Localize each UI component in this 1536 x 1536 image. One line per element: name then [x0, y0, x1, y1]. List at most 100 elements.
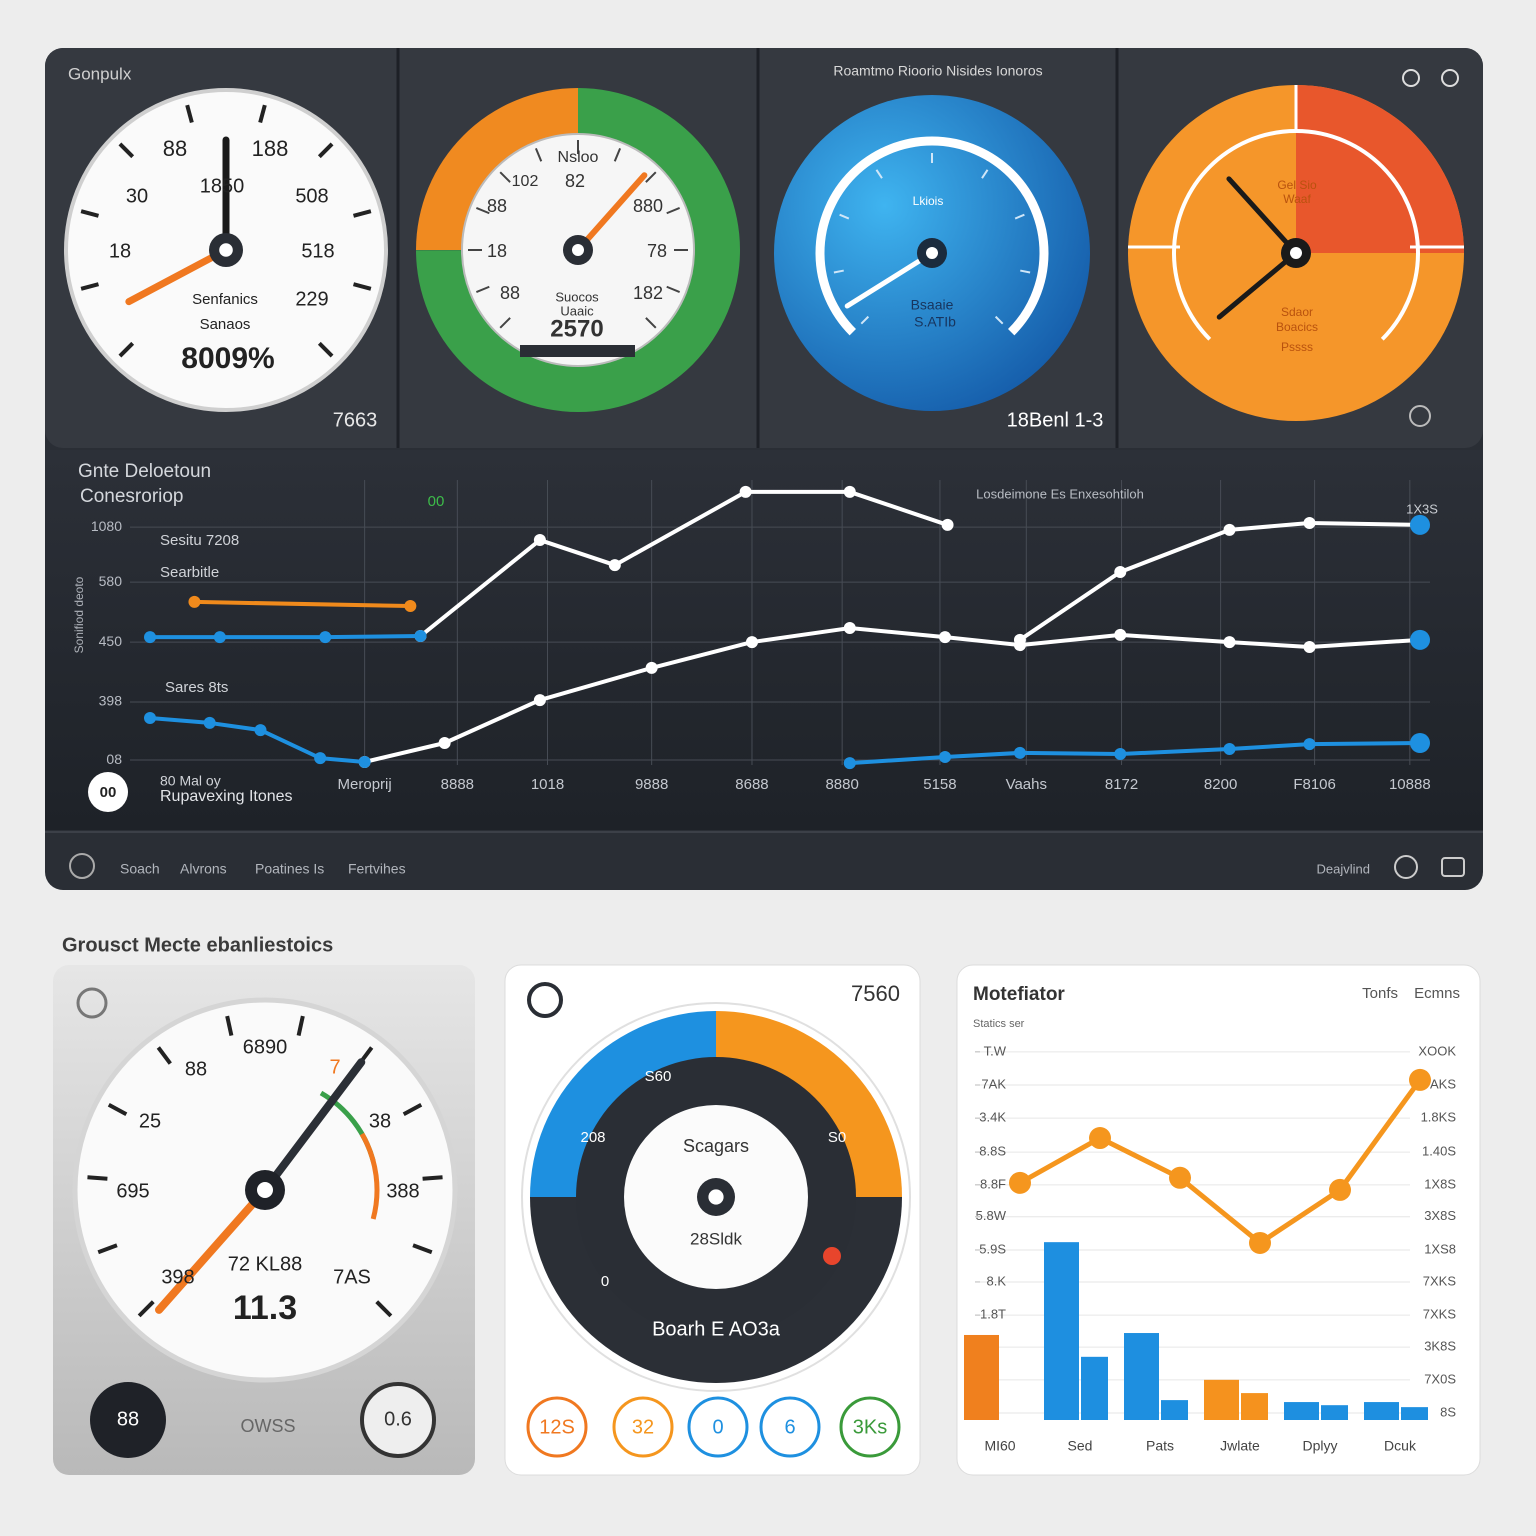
badge-label: 12S	[539, 1416, 575, 1438]
gauge-tick	[137, 1300, 155, 1318]
series-point	[1013, 639, 1026, 652]
badge[interactable]	[612, 1396, 674, 1458]
footer-link[interactable]: Soach	[120, 861, 160, 877]
button-label: 88	[117, 1408, 139, 1430]
bar	[1284, 1402, 1319, 1420]
x-tick-label: Dcuk	[1384, 1438, 1417, 1454]
badge[interactable]	[759, 1396, 821, 1458]
badge-label: 6	[784, 1416, 795, 1438]
gauge-tick	[1014, 213, 1025, 220]
y2-tick-label: 3.4K	[979, 1110, 1006, 1125]
gauge-label: 508	[295, 185, 328, 207]
card-subtitle: Statics ser	[973, 1018, 1025, 1030]
footer-link[interactable]: Poatines Is	[255, 861, 324, 877]
gauge-tick	[156, 1046, 172, 1065]
gauge-tick	[1020, 269, 1031, 274]
series-point	[254, 724, 267, 737]
gauge-tick	[296, 1015, 305, 1037]
gauge-tick	[475, 285, 490, 294]
gauge-label: Lkiois	[913, 194, 944, 208]
donut-label: 28Sldk	[690, 1229, 742, 1248]
gauge-label: 182	[633, 283, 663, 303]
series-point	[1303, 517, 1316, 529]
footer-icon	[1441, 857, 1465, 877]
series-point	[358, 755, 371, 768]
footer-right: Deajvlind	[1317, 861, 1370, 876]
gauge-label: 2570	[550, 315, 603, 342]
gauge-tick	[833, 269, 844, 274]
y-tick-label: XOOK	[1418, 1043, 1456, 1058]
chart-corner-label: 1X3S	[1406, 501, 1438, 516]
card-tab[interactable]: Tonfs	[1362, 985, 1398, 1002]
badge-label: 32	[632, 1416, 654, 1438]
chart-subtitle: Conesroriop	[80, 486, 184, 507]
footer-link[interactable]: Alvrons	[180, 861, 227, 877]
series-line	[194, 599, 411, 609]
gauge-label: 7663	[333, 409, 378, 431]
series-point	[213, 631, 226, 644]
button[interactable]	[90, 1382, 166, 1458]
footer-link[interactable]: Fertvihes	[348, 861, 406, 877]
gauge-needle	[575, 172, 648, 253]
series-point	[939, 631, 952, 644]
gauge-label: Uaaic	[560, 303, 594, 318]
gauge-ring	[1296, 85, 1464, 253]
annotation: Sares 8ts	[165, 679, 228, 696]
button-label: 0.6	[384, 1408, 412, 1430]
series-point	[1114, 748, 1127, 760]
gauge-label: 78	[647, 241, 667, 261]
gauge-hub-center	[257, 1182, 273, 1198]
icon	[1409, 405, 1431, 427]
bar	[1161, 1400, 1188, 1420]
series-line	[419, 489, 949, 638]
gauge-label: 18	[109, 240, 131, 262]
badge[interactable]	[526, 1396, 588, 1458]
series-point	[1410, 733, 1430, 753]
donut-label: Scagars	[683, 1136, 749, 1156]
gauge-tick	[352, 209, 372, 218]
button[interactable]	[360, 1382, 436, 1458]
bar	[1401, 1407, 1428, 1420]
gauge-tick	[860, 315, 870, 325]
x-tick-label: Meroprij	[338, 776, 392, 793]
series-point	[1009, 1171, 1031, 1194]
bar	[1081, 1356, 1108, 1420]
series-point	[414, 630, 427, 643]
x-tick-label: Dplyy	[1302, 1438, 1337, 1454]
gauge-label: 38	[369, 1110, 391, 1132]
x-tick-label: 5158	[923, 776, 956, 793]
series-point	[1409, 1068, 1431, 1091]
x-tick-label: Jwlate	[1220, 1438, 1260, 1454]
x-tick-label: 8888	[441, 776, 474, 793]
series-point	[533, 534, 546, 547]
chart-badge: 00	[428, 493, 445, 510]
gauge-tick	[499, 171, 511, 183]
button-label: OWSS	[240, 1416, 295, 1436]
badge[interactable]	[839, 1396, 901, 1458]
icon	[1402, 69, 1420, 87]
gauge-label: S.ATIb	[914, 314, 956, 330]
gauge-label: 229	[295, 288, 328, 310]
gauge-tick	[87, 1175, 108, 1181]
gauge-label: 880	[633, 196, 663, 216]
y-tick-label: 3K8S	[1424, 1339, 1456, 1354]
series-point	[1114, 565, 1127, 578]
y-tick-label: 1XS8	[1424, 1241, 1456, 1256]
x-tick-label: MI60	[984, 1438, 1015, 1454]
gauge-label: Sanaos	[200, 316, 251, 333]
series-point	[1013, 746, 1026, 759]
gauge-label: 6890	[243, 1036, 288, 1058]
series-point	[438, 737, 451, 749]
x-tick-label: 8880	[825, 776, 858, 793]
bar	[1044, 1242, 1079, 1420]
legend-bottom: Rupavexing Itones	[160, 788, 293, 805]
annotation: Searbitle	[160, 564, 219, 581]
y-tick-label: 1X8S	[1424, 1176, 1456, 1191]
series-point	[319, 631, 332, 644]
badge[interactable]	[687, 1396, 749, 1458]
legend-icon-bg	[88, 772, 128, 812]
series-point	[1223, 636, 1236, 649]
icon	[76, 987, 108, 1019]
card-tab[interactable]: Ecmns	[1414, 985, 1460, 1002]
gauge-tick	[225, 1015, 234, 1037]
